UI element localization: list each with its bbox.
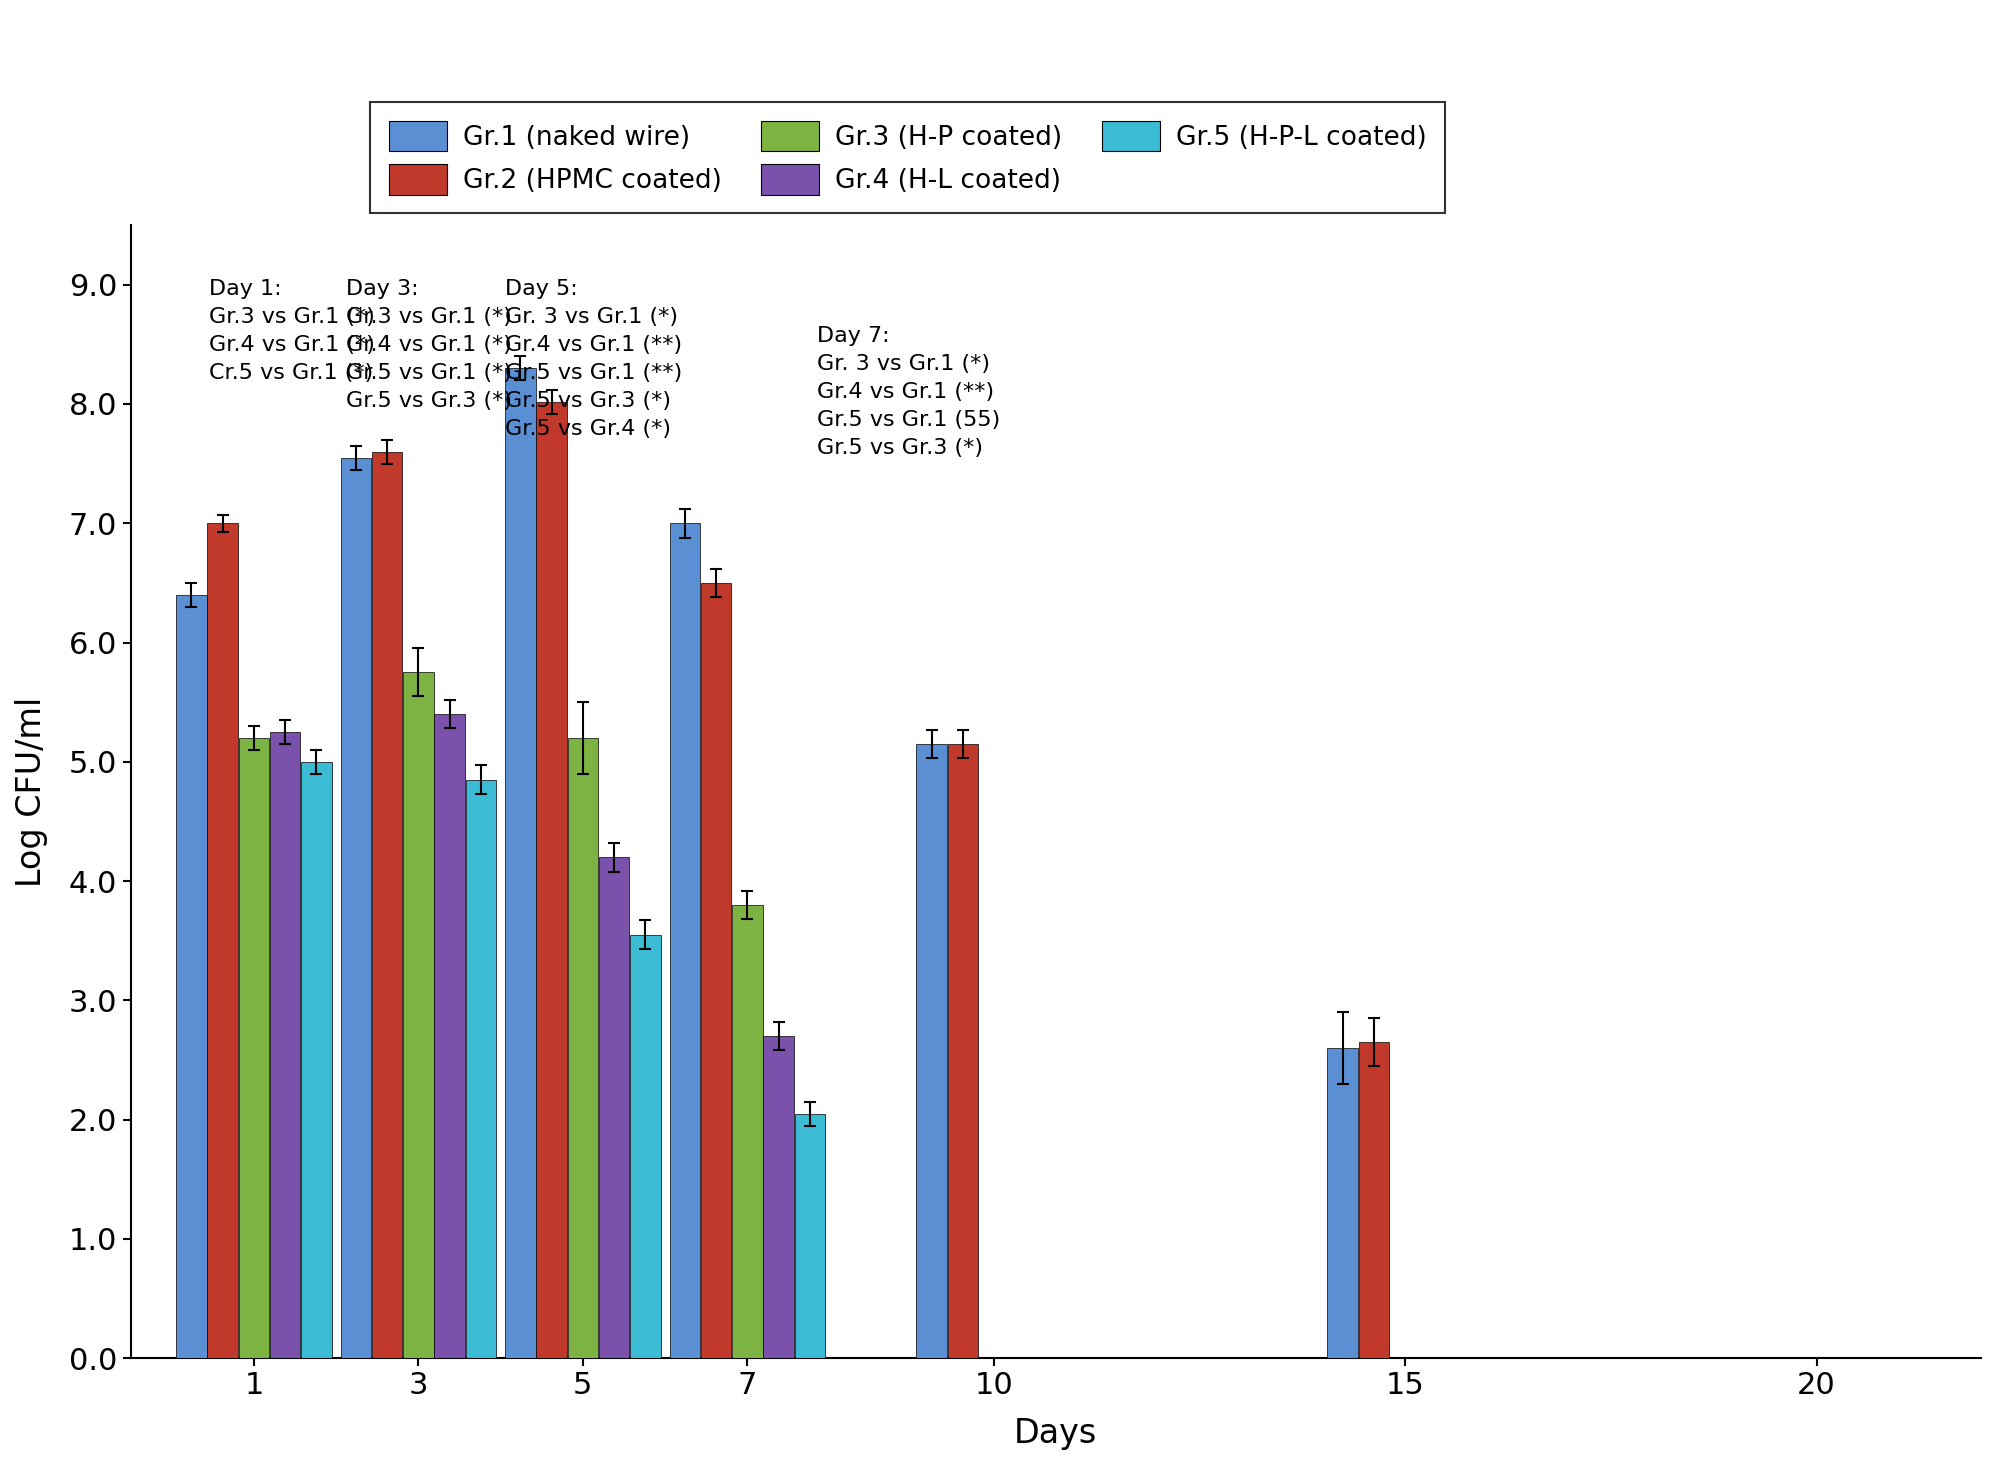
Text: Day 5:
Gr. 3 vs Gr.1 (*)
Gr.4 vs Gr.1 (**)
Gr.5 vs Gr.1 (**)
Gr.5 vs Gr.3 (*)
Gr: Day 5: Gr. 3 vs Gr.1 (*) Gr.4 vs Gr.1 (*… bbox=[505, 278, 683, 438]
Bar bbox=[301, 762, 331, 1358]
Text: Day 7:
Gr. 3 vs Gr.1 (*)
Gr.4 vs Gr.1 (**)
Gr.5 vs Gr.1 (55)
Gr.5 vs Gr.3 (*): Day 7: Gr. 3 vs Gr.1 (*) Gr.4 vs Gr.1 (*… bbox=[816, 327, 1000, 459]
Bar bbox=[1359, 1042, 1389, 1358]
Bar bbox=[631, 935, 661, 1358]
Bar bbox=[269, 732, 301, 1358]
Bar bbox=[733, 905, 762, 1358]
Y-axis label: Log CFU/ml: Log CFU/ml bbox=[16, 696, 48, 886]
Bar bbox=[465, 779, 497, 1358]
Text: Day 1:
Gr.3 vs Gr.1 (*)
Gr.4 vs Gr.1 (*)
Cr.5 vs Gr.1 (*): Day 1: Gr.3 vs Gr.1 (*) Gr.4 vs Gr.1 (*)… bbox=[210, 278, 375, 382]
Text: Day 3:
Gr.3 vs Gr.1 (*)
Gr.4 vs Gr.1 (*)
Gr.5 vs Gr.1 (*)
Gr.5 vs Gr.3 (*): Day 3: Gr.3 vs Gr.1 (*) Gr.4 vs Gr.1 (*)… bbox=[345, 278, 513, 410]
X-axis label: Days: Days bbox=[1014, 1417, 1098, 1450]
Bar bbox=[403, 672, 433, 1358]
Bar bbox=[537, 401, 567, 1358]
Bar bbox=[371, 451, 403, 1358]
Bar bbox=[208, 523, 238, 1358]
Bar bbox=[567, 738, 599, 1358]
Bar bbox=[701, 583, 731, 1358]
Legend: Gr.1 (naked wire), Gr.2 (HPMC coated), Gr.3 (H-P coated), Gr.4 (H-L coated), Gr.: Gr.1 (naked wire), Gr.2 (HPMC coated), G… bbox=[371, 103, 1445, 214]
Bar bbox=[435, 713, 465, 1358]
Bar bbox=[669, 523, 701, 1358]
Bar bbox=[794, 1113, 824, 1358]
Bar bbox=[1327, 1047, 1357, 1358]
Bar bbox=[762, 1036, 794, 1358]
Bar bbox=[240, 738, 269, 1358]
Bar bbox=[341, 457, 371, 1358]
Bar bbox=[599, 857, 629, 1358]
Bar bbox=[916, 744, 946, 1358]
Bar bbox=[505, 368, 535, 1358]
Bar bbox=[176, 595, 208, 1358]
Bar bbox=[948, 744, 978, 1358]
